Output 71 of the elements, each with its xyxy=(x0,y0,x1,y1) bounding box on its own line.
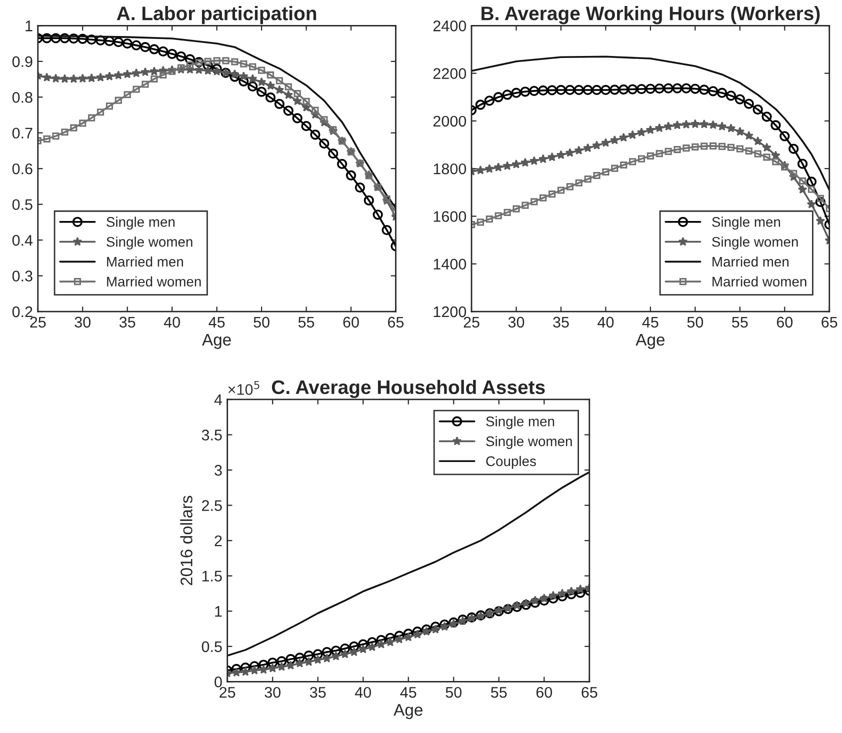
y-tick-label: 1800 xyxy=(434,163,466,174)
y-tick-label: 2200 xyxy=(433,68,466,79)
legend-label: Single women xyxy=(106,236,192,250)
x-tick-label: 45 xyxy=(642,316,658,328)
y-tick-label: 1200 xyxy=(434,306,466,318)
legend-label: Married women xyxy=(712,276,806,287)
x-tick-label: 35 xyxy=(553,316,569,328)
x-tick-label: 25 xyxy=(220,686,236,698)
x-tick-label: 60 xyxy=(343,316,359,328)
y-tick-label: 2 xyxy=(214,535,222,546)
x-tick-label: 45 xyxy=(208,316,225,328)
y-tick-label: 4 xyxy=(214,394,222,406)
y-tick-label: 3.5 xyxy=(202,430,222,440)
x-tick-label: 55 xyxy=(491,687,507,698)
legend-label: Married women xyxy=(107,276,201,287)
x-tick-label: 45 xyxy=(400,687,416,698)
y-tick-label: 0.5 xyxy=(12,199,32,210)
x-tick-label: 65 xyxy=(582,686,598,698)
x-axis-title: Age xyxy=(202,334,231,349)
x-tick-label: 60 xyxy=(776,316,793,328)
x-tick-label: 50 xyxy=(687,316,704,328)
chart-title: A. Labor participation xyxy=(116,6,316,24)
x-tick-label: 55 xyxy=(298,316,314,328)
y-tick-label: 0.3 xyxy=(12,270,32,282)
y-tick-label: 1.5 xyxy=(202,570,222,582)
y-tick-label: 3 xyxy=(214,464,222,476)
y-tick-label: 1600 xyxy=(434,211,466,222)
legend-label: Single men xyxy=(712,216,780,230)
x-tick-label: 30 xyxy=(508,316,524,328)
x-tick-label: 30 xyxy=(264,686,280,698)
y-tick-label: 2000 xyxy=(433,116,466,127)
text: ×10$^{5}$ xyxy=(228,381,260,395)
y-tick-label: 2.5 xyxy=(202,500,222,511)
legend-label: Married men xyxy=(107,256,183,267)
legend-label: Couples xyxy=(486,456,536,469)
x-axis-title: Age xyxy=(636,334,665,349)
x-tick-label: 60 xyxy=(536,686,552,698)
x-tick-label: 35 xyxy=(119,316,136,328)
x-tick-label: 25 xyxy=(464,316,480,328)
legend-label: Single women xyxy=(712,236,798,250)
y-tick-label: 0.5 xyxy=(202,641,222,652)
legend-label: Married men xyxy=(712,256,788,267)
x-tick-label: 30 xyxy=(74,316,91,328)
y-axis-title: 2016 dollars xyxy=(180,496,192,586)
legend-label: Single men xyxy=(486,416,554,430)
x-tick-label: 65 xyxy=(388,316,404,328)
x-tick-label: 40 xyxy=(354,686,372,698)
y-tick-label: 0.4 xyxy=(12,234,33,246)
x-tick-label: 65 xyxy=(822,316,838,328)
y-tick-label: 1400 xyxy=(434,258,466,270)
x-tick-label: 40 xyxy=(598,316,614,328)
chart-title: B. Average Working Hours (Workers) xyxy=(482,6,820,24)
x-tick-label: 50 xyxy=(254,316,270,328)
legend-label: Single women xyxy=(486,436,572,449)
legend-label: Single men xyxy=(106,216,175,230)
chart-title: C. Average Household Assets xyxy=(272,380,545,398)
x-axis-title: Age xyxy=(394,704,422,720)
y-tick-label: 0.6 xyxy=(12,163,32,174)
x-tick-label: 55 xyxy=(732,316,748,328)
y-tick-label: 0.9 xyxy=(12,56,32,68)
y-tick-label: 0.2 xyxy=(12,306,32,318)
y-tick-label: 1 xyxy=(215,606,222,617)
x-tick-label: 35 xyxy=(310,686,326,698)
y-tick-label: 0.8 xyxy=(12,92,32,103)
x-tick-label: 50 xyxy=(446,686,462,698)
y-tick-label: 1 xyxy=(26,20,32,32)
y-tick-label: 0 xyxy=(214,676,222,688)
y-tick-label: 2400 xyxy=(433,20,466,32)
y-tick-label: 0.7 xyxy=(12,128,32,139)
x-tick-label: 40 xyxy=(164,316,180,328)
x-tick-label: 25 xyxy=(30,316,46,328)
